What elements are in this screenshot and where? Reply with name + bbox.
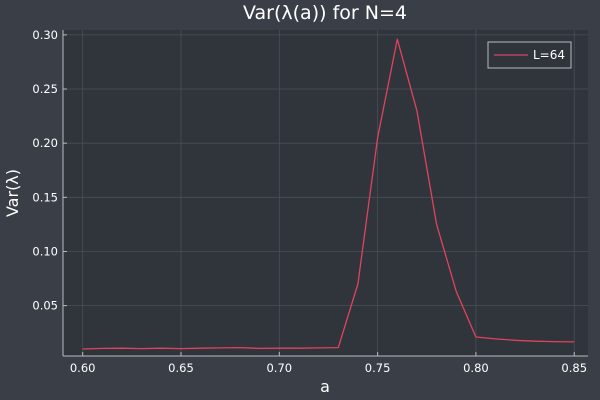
legend: L=64 bbox=[487, 41, 572, 69]
plot-area bbox=[63, 30, 588, 356]
x-tick-label: 0.75 bbox=[365, 361, 391, 375]
x-tick-label: 0.65 bbox=[168, 361, 194, 375]
series-layer bbox=[82, 38, 575, 350]
y-tick-label: 0.05 bbox=[32, 299, 58, 313]
x-tick-label: 0.80 bbox=[463, 361, 489, 375]
y-tick-label: 0.25 bbox=[32, 82, 58, 96]
y-tick-label: 0.15 bbox=[32, 190, 58, 204]
y-tick-label: 0.10 bbox=[32, 244, 58, 258]
chart-title: Var(λ(a)) for N=4 bbox=[243, 2, 407, 24]
ticks: 0.60 0.65 0.70 0.75 0.80 0.85 0.05 0.10 0.15 0.20… bbox=[32, 28, 587, 375]
x-axis-label: a bbox=[320, 377, 330, 396]
x-tick-label: 0.60 bbox=[70, 361, 96, 375]
series-line bbox=[82, 38, 575, 350]
x-tick-label: 0.70 bbox=[266, 361, 292, 375]
grid bbox=[63, 30, 588, 356]
x-tick-label: 0.85 bbox=[561, 361, 587, 375]
y-axis-label: Var(λ) bbox=[3, 169, 22, 217]
axes-frame bbox=[62, 30, 588, 357]
y-tick-label: 0.30 bbox=[32, 28, 58, 42]
y-tick-label: 0.20 bbox=[32, 136, 58, 150]
legend-label: L=64 bbox=[533, 48, 565, 62]
